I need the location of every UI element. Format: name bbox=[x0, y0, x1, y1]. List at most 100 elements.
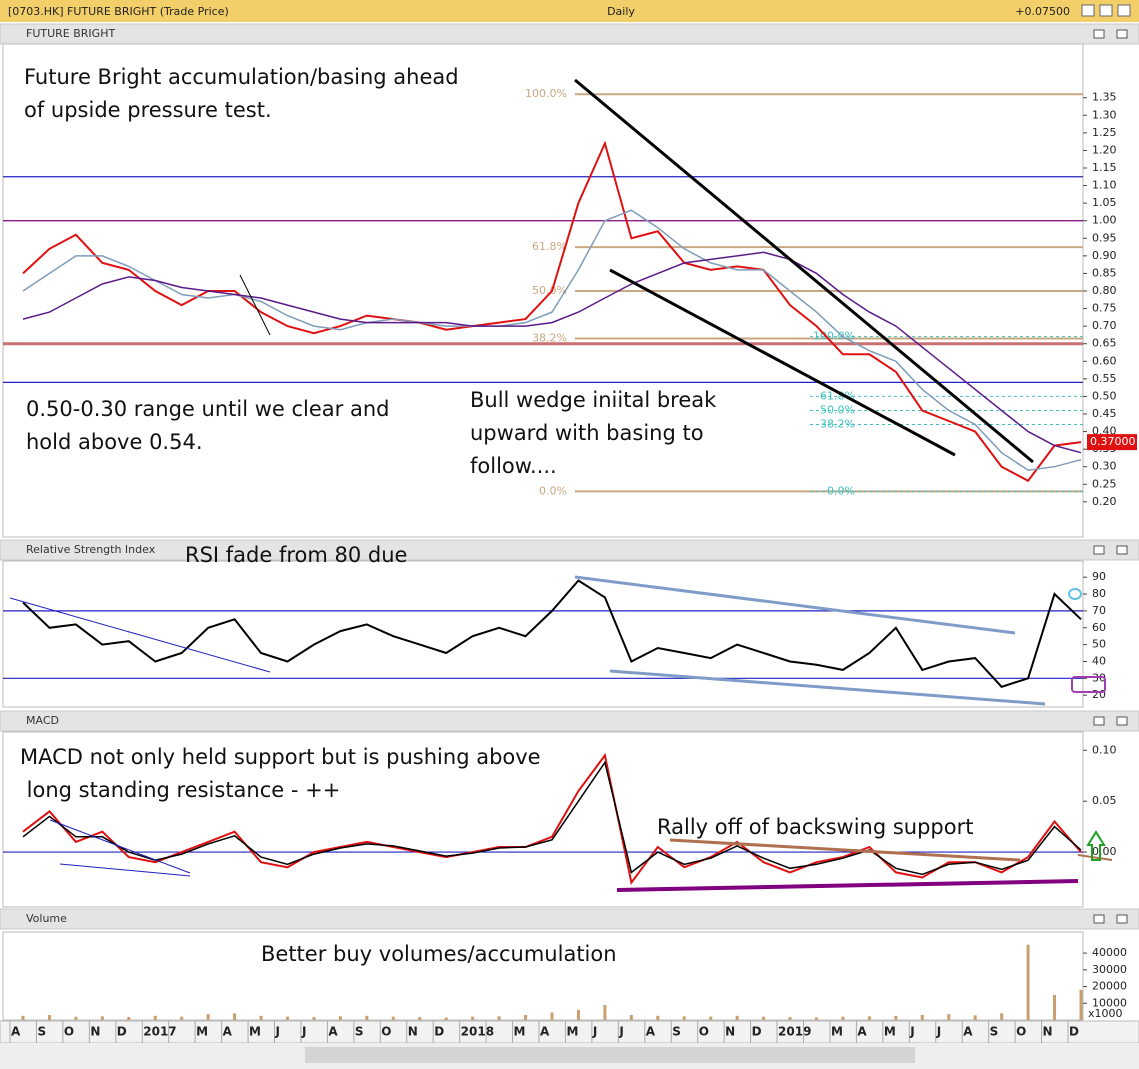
volume-bar bbox=[1053, 994, 1057, 1020]
volume-bar bbox=[815, 1017, 818, 1020]
x-tick-label: A bbox=[11, 1025, 21, 1039]
y-tick-label: 0.55 bbox=[1092, 372, 1117, 385]
macd-extension bbox=[1077, 854, 1113, 861]
x-tick-label: S bbox=[672, 1025, 681, 1039]
change: +0.07500 bbox=[1015, 5, 1070, 18]
annotation: RSI fade from 80 due bbox=[185, 543, 407, 567]
volume-bar bbox=[180, 1016, 184, 1020]
panel-strip bbox=[0, 23, 1139, 45]
volume-bar bbox=[100, 1016, 104, 1020]
x-tick-label: S bbox=[990, 1025, 999, 1039]
up-arrow bbox=[1086, 830, 1106, 861]
x-tick-label: M bbox=[514, 1025, 526, 1039]
volume-bar bbox=[312, 1016, 316, 1020]
fib-label: 0.0% bbox=[827, 484, 855, 497]
panel-button[interactable] bbox=[1093, 545, 1105, 555]
panel-button[interactable] bbox=[1093, 914, 1105, 924]
series-line bbox=[22, 251, 1082, 454]
x-tick-label: N bbox=[1043, 1025, 1053, 1039]
y-tick-label: 0.45 bbox=[1092, 407, 1117, 420]
panel-button[interactable] bbox=[1116, 545, 1128, 555]
series-line bbox=[22, 760, 1082, 876]
close-button[interactable] bbox=[1117, 4, 1131, 17]
fib-label: 61.8% bbox=[532, 240, 567, 253]
restore-button[interactable] bbox=[1099, 4, 1113, 17]
panel-title: Volume bbox=[26, 912, 67, 925]
volume-bar bbox=[1079, 989, 1083, 1020]
rsi-lower bbox=[609, 669, 1046, 706]
panel-button[interactable] bbox=[1093, 29, 1105, 39]
panel-button[interactable] bbox=[1116, 716, 1128, 726]
panel-button[interactable] bbox=[1093, 716, 1105, 726]
volume-bar bbox=[973, 1015, 977, 1020]
x-tick-label: 2018 bbox=[461, 1025, 494, 1039]
panel-button[interactable] bbox=[1116, 29, 1128, 39]
x-tick-label: O bbox=[1016, 1025, 1026, 1039]
x-tick-label: M bbox=[566, 1025, 578, 1039]
annotation: follow.... bbox=[470, 454, 557, 478]
y-tick-label: 0.95 bbox=[1092, 231, 1117, 244]
panels: FUTURE BRIGHT0.200.250.300.350.400.450.5… bbox=[0, 23, 1139, 1044]
volume-bar bbox=[920, 1014, 924, 1020]
y-tick-label: 0.00 bbox=[1092, 845, 1117, 858]
x-tick-label: M bbox=[249, 1025, 261, 1039]
volume-bar bbox=[418, 1016, 422, 1020]
annotation: upward with basing to bbox=[470, 421, 704, 445]
trendline bbox=[239, 274, 271, 336]
x-tick-label: D bbox=[1069, 1025, 1079, 1039]
x-tick-label: N bbox=[725, 1025, 735, 1039]
volume-bar bbox=[788, 1016, 792, 1020]
window-title: [0703.HK] FUTURE BRIGHT (Trade Price) bbox=[8, 5, 229, 18]
y-tick-label: 70 bbox=[1092, 604, 1106, 617]
x-tick-label: J bbox=[275, 1025, 280, 1039]
volume-bar bbox=[365, 1015, 369, 1020]
volume-bar bbox=[338, 1016, 342, 1020]
y-tick-label: 1.30 bbox=[1092, 108, 1117, 121]
macd-support bbox=[616, 879, 1079, 892]
annotation: of upside pressure test. bbox=[24, 98, 272, 122]
macd-trend bbox=[49, 819, 191, 874]
fib-label: 38.2% bbox=[820, 418, 855, 431]
x-tick-label: S bbox=[355, 1025, 364, 1039]
wedge-lower bbox=[609, 268, 956, 457]
last-price-label: 0.37000 bbox=[1090, 435, 1136, 448]
y-tick-label: 0.30 bbox=[1092, 460, 1117, 473]
fib-label: 0.0% bbox=[539, 484, 567, 497]
x-tick-label: J bbox=[618, 1025, 623, 1039]
volume-bar bbox=[127, 1016, 131, 1020]
series-line bbox=[22, 753, 1082, 885]
y-tick-label: 1.10 bbox=[1092, 179, 1117, 192]
series-line bbox=[22, 579, 1082, 688]
x-tick-label: O bbox=[64, 1025, 74, 1039]
y-tick-label: 0.70 bbox=[1092, 319, 1117, 332]
volume-bar bbox=[1026, 944, 1030, 1020]
fib-label: 38.2% bbox=[532, 331, 567, 344]
rsi-upper bbox=[574, 575, 1016, 635]
plot-area bbox=[2, 560, 1084, 708]
x-tick-label: M bbox=[884, 1025, 896, 1039]
y-tick-label: 80 bbox=[1092, 587, 1106, 600]
panel-strip bbox=[0, 908, 1139, 930]
fib-label: 50.0% bbox=[532, 284, 567, 297]
volume-bar bbox=[894, 1015, 898, 1020]
macd-resistance bbox=[669, 838, 1021, 862]
annotation: Future Bright accumulation/basing ahead bbox=[24, 65, 459, 89]
rsi-trend bbox=[9, 597, 271, 673]
rsi-mark bbox=[1068, 588, 1082, 600]
fib-label: 100.0% bbox=[813, 330, 855, 343]
plot-area bbox=[2, 731, 1084, 908]
title-bar bbox=[0, 0, 1139, 22]
y-tick-label: 40 bbox=[1092, 654, 1106, 667]
volume-unit: x1000 bbox=[1088, 1007, 1123, 1020]
annotation: MACD not only held support but is pushin… bbox=[20, 745, 541, 769]
y-tick-label: 0.20 bbox=[1092, 495, 1117, 508]
annotation: long standing resistance - ++ bbox=[20, 778, 340, 802]
minimize-button[interactable] bbox=[1081, 4, 1095, 17]
volume-bar bbox=[524, 1014, 528, 1020]
volume-bar bbox=[233, 1013, 237, 1020]
scrollbar[interactable] bbox=[305, 1047, 915, 1063]
y-tick-label: 1.35 bbox=[1092, 91, 1117, 104]
panel-button[interactable] bbox=[1116, 914, 1128, 924]
x-tick-label: A bbox=[328, 1025, 338, 1039]
y-tick-label: 0.10 bbox=[1092, 743, 1117, 756]
